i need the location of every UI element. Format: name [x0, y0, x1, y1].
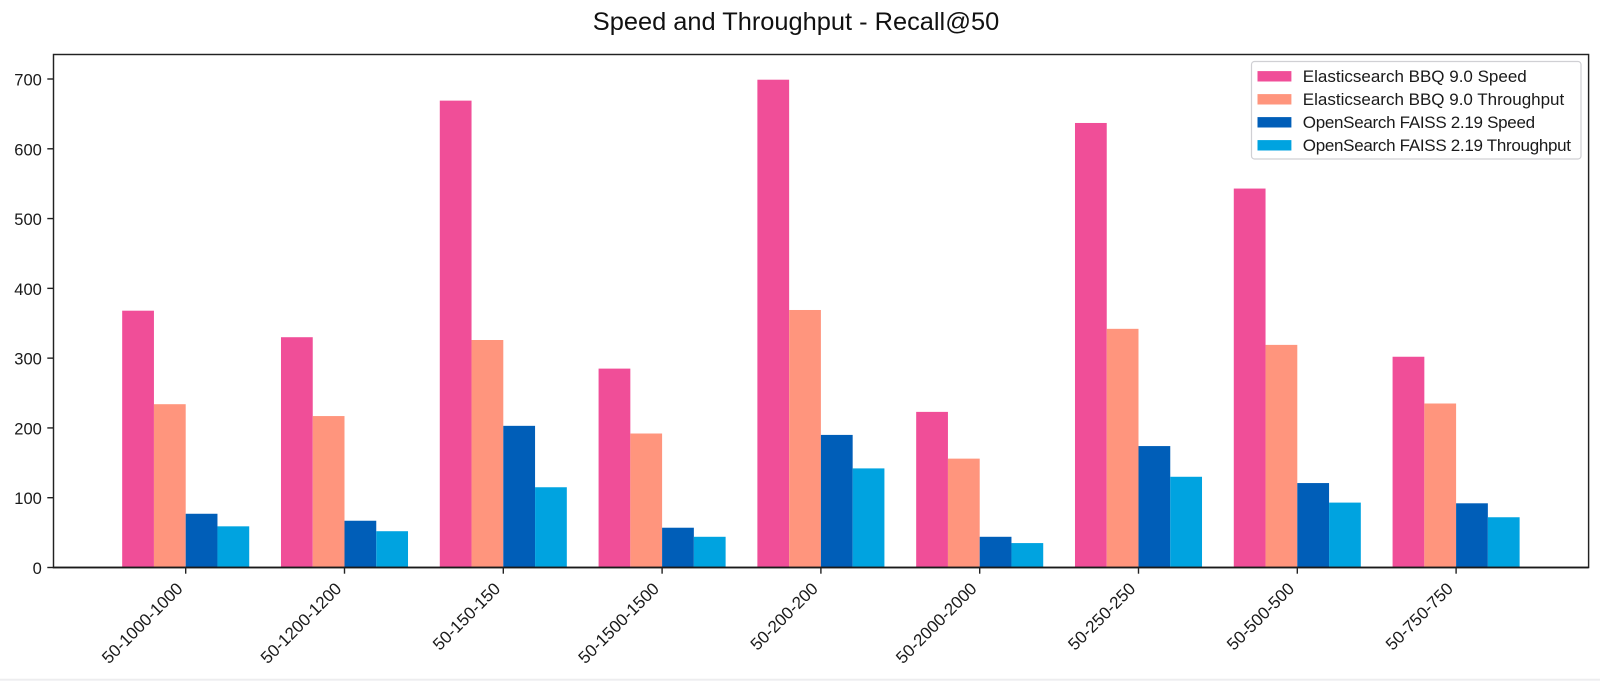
- svg-text:Speed and Throughput - Recall@: Speed and Throughput - Recall@50: [593, 8, 999, 36]
- svg-text:OpenSearch FAISS 2.19 Throughp: OpenSearch FAISS 2.19 Throughput: [1303, 136, 1572, 155]
- svg-text:700: 700: [14, 72, 42, 90]
- svg-text:500: 500: [14, 211, 42, 229]
- svg-text:Elasticsearch BBQ 9.0 Throughp: Elasticsearch BBQ 9.0 Throughput: [1303, 90, 1565, 109]
- svg-text:Elasticsearch BBQ 9.0 Speed: Elasticsearch BBQ 9.0 Speed: [1303, 67, 1527, 86]
- svg-text:OpenSearch FAISS 2.19 Speed: OpenSearch FAISS 2.19 Speed: [1303, 113, 1535, 132]
- svg-text:300: 300: [14, 351, 42, 369]
- svg-text:600: 600: [14, 141, 42, 159]
- svg-text:100: 100: [14, 490, 42, 508]
- svg-text:400: 400: [14, 281, 42, 299]
- svg-text:0: 0: [33, 560, 42, 578]
- svg-text:200: 200: [14, 420, 42, 438]
